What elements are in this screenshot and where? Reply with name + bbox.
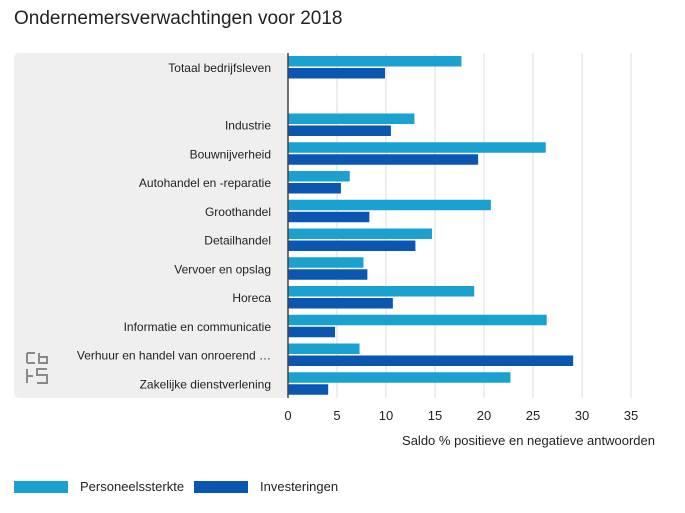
bar-investeringen[interactable]	[288, 269, 368, 280]
x-axis-label: Saldo % positieve en negatieve antwoorde…	[402, 433, 655, 448]
category-label: Industrie	[225, 119, 271, 133]
category-label: Zakelijke dienstverlening	[140, 377, 271, 391]
bar-investeringen[interactable]	[288, 211, 370, 223]
bar-investeringen[interactable]	[288, 154, 479, 165]
category-label: Horeca	[232, 291, 271, 305]
category-labels: Totaal bedrijfsleven Industrie Bouwnijverh…	[77, 61, 271, 391]
bar-investeringen[interactable]	[288, 68, 386, 79]
category-label: Totaal bedrijfsleven	[168, 61, 271, 75]
bar-investeringen[interactable]	[288, 183, 341, 194]
bar-personeelssterkte[interactable]	[288, 314, 547, 326]
category-label: Autohandel en -reparatie	[139, 176, 271, 190]
bar-investeringen[interactable]	[288, 125, 391, 137]
bar-personeelssterkte[interactable]	[288, 56, 462, 67]
bar-investeringen[interactable]	[288, 384, 329, 395]
category-label: Informatie en communicatie	[124, 320, 272, 334]
x-tick-label: 0	[284, 408, 291, 423]
bar-personeelssterkte[interactable]	[288, 113, 415, 125]
legend-swatch	[194, 480, 248, 493]
bar-investeringen[interactable]	[288, 326, 336, 338]
bar-personeelssterkte[interactable]	[288, 171, 350, 182]
bar-personeelssterkte[interactable]	[288, 286, 475, 297]
category-label: Vervoer en opslag	[174, 262, 271, 276]
bars	[288, 56, 574, 395]
grid-lines	[336, 53, 632, 398]
bar-personeelssterkte[interactable]	[288, 228, 433, 240]
x-tick-label: 25	[526, 408, 540, 423]
cbs-logo-icon	[26, 352, 48, 384]
x-tick-label: 35	[624, 408, 638, 423]
x-tick-label: 15	[428, 408, 442, 423]
x-tick-label: 20	[477, 408, 491, 423]
legend: Personeelssterkte Investeringen	[0, 479, 685, 499]
category-panel	[14, 53, 288, 398]
legend-item-personeelssterkte[interactable]: Personeelssterkte	[14, 479, 184, 494]
bar-personeelssterkte[interactable]	[288, 372, 511, 383]
legend-label: Investeringen	[260, 479, 339, 494]
category-label: Bouwnijverheid	[190, 147, 271, 161]
category-label: Verhuur en handel van onroerend …	[77, 349, 271, 363]
bar-investeringen[interactable]	[288, 298, 393, 309]
bar-personeelssterkte[interactable]	[288, 257, 364, 268]
bar-personeelssterkte[interactable]	[288, 199, 491, 211]
chart-title: Ondernemersverwachtingen voor 2018	[14, 8, 343, 29]
x-tick-label: 30	[575, 408, 589, 423]
legend-label: Personeelssterkte	[80, 479, 185, 494]
bar-personeelssterkte[interactable]	[288, 142, 546, 153]
bar-investeringen[interactable]	[288, 355, 574, 367]
legend-swatch	[14, 480, 68, 493]
bar-investeringen[interactable]	[288, 240, 416, 252]
x-axis-ticks: 0 5 10 15 20 25 30 35	[284, 408, 638, 423]
bar-personeelssterkte[interactable]	[288, 343, 360, 355]
x-tick-label: 5	[333, 408, 340, 423]
category-label: Detailhandel	[204, 234, 271, 248]
x-tick-label: 10	[379, 408, 393, 423]
legend-item-investeringen[interactable]: Investeringen	[194, 479, 338, 494]
category-label: Groothandel	[205, 205, 271, 219]
